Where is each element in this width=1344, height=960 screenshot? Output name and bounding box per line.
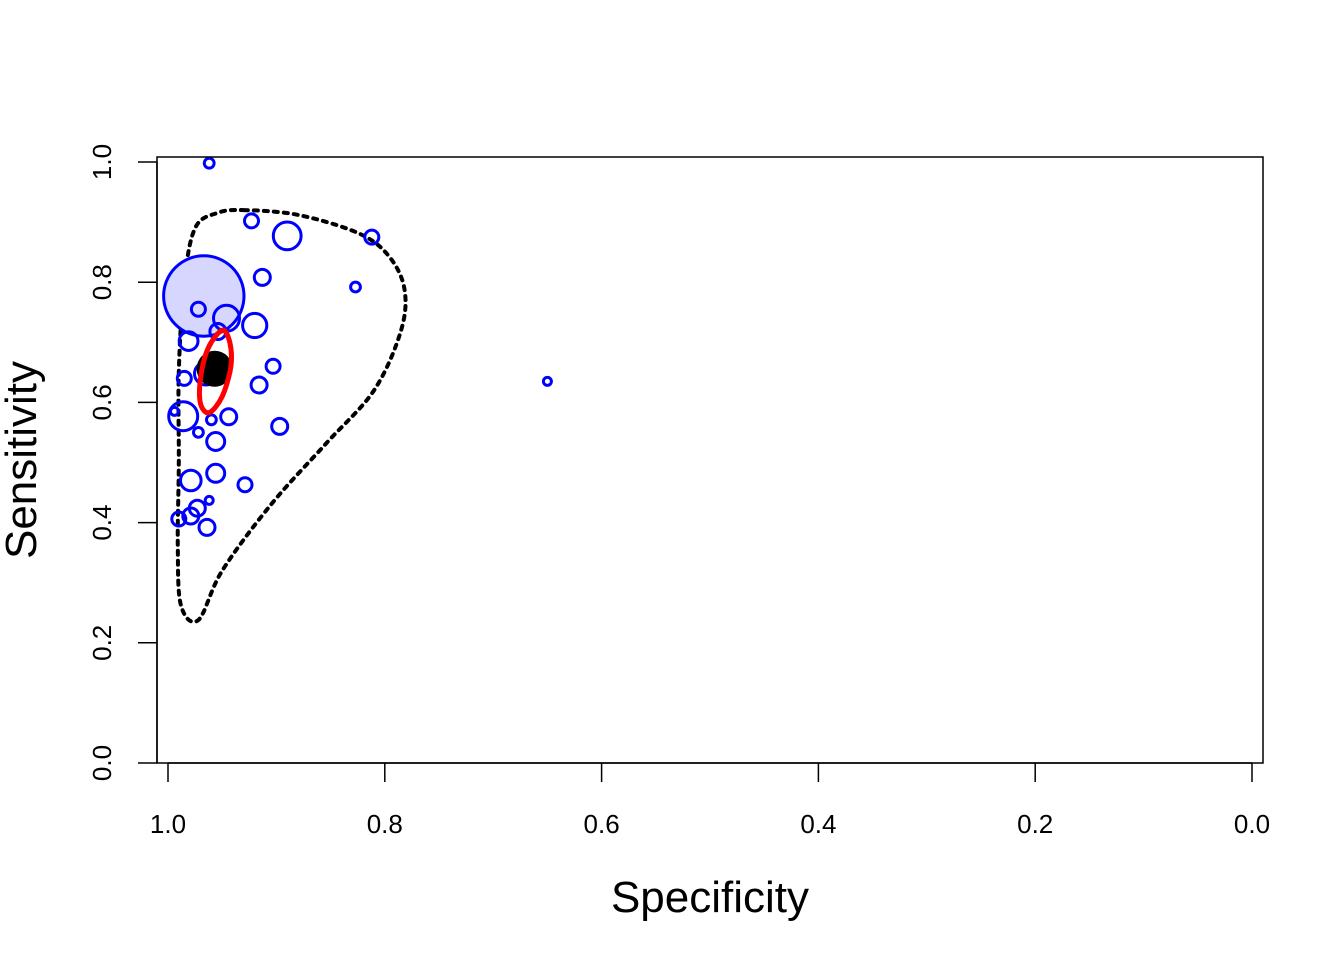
study-point: [252, 267, 272, 287]
study-point: [177, 330, 200, 353]
x-tick-label: 1.0: [150, 809, 186, 839]
study-point: [169, 405, 180, 417]
study-point: [264, 357, 282, 375]
study-point: [170, 510, 188, 528]
study-point: [363, 228, 381, 246]
study-point: [197, 517, 217, 537]
x-tick-label: 0.6: [584, 809, 620, 839]
y-axis: 0.0 0.2 0.4 0.6 0.8 1.0: [87, 144, 158, 781]
study-point: [219, 407, 239, 427]
study-point: [271, 220, 303, 252]
study-point: [241, 311, 269, 340]
study-point: [205, 462, 227, 484]
study-point: [189, 300, 207, 318]
y-tick-label: 1.0: [87, 144, 117, 180]
plot-frame: [156, 156, 1264, 764]
study-point: [249, 375, 269, 395]
summary-point-layer: [196, 327, 234, 416]
x-tick-label: 0.4: [800, 809, 836, 839]
x-tick-label: 0.8: [367, 809, 403, 839]
confidence-region: [197, 327, 234, 416]
study-point: [243, 212, 260, 230]
study-point: [175, 369, 193, 387]
study-point: [192, 426, 205, 439]
study-point: [167, 400, 200, 433]
study-point: [162, 254, 246, 338]
study-point: [541, 375, 553, 387]
x-tick-label: 0.2: [1017, 809, 1053, 839]
y-tick-label: 0.4: [87, 505, 117, 541]
study-points-layer: [162, 156, 553, 537]
x-axis: 1.0 0.8 0.6 0.4 0.2 0.0: [150, 762, 1270, 839]
x-axis-title: Specificity: [611, 873, 809, 922]
study-point: [270, 416, 290, 436]
study-point: [202, 156, 216, 170]
y-tick-label: 0.6: [87, 384, 117, 420]
study-point: [236, 476, 254, 494]
y-tick-label: 0.8: [87, 264, 117, 300]
study-point: [179, 468, 203, 493]
study-point: [181, 506, 201, 526]
y-tick-label: 0.2: [87, 625, 117, 661]
study-point: [203, 494, 215, 506]
y-axis-title: Sensitivity: [0, 361, 46, 559]
study-point: [349, 280, 362, 294]
y-tick-label: 0.0: [87, 745, 117, 781]
x-tick-label: 0.0: [1234, 809, 1270, 839]
study-point: [205, 431, 227, 452]
study-point: [205, 413, 218, 427]
